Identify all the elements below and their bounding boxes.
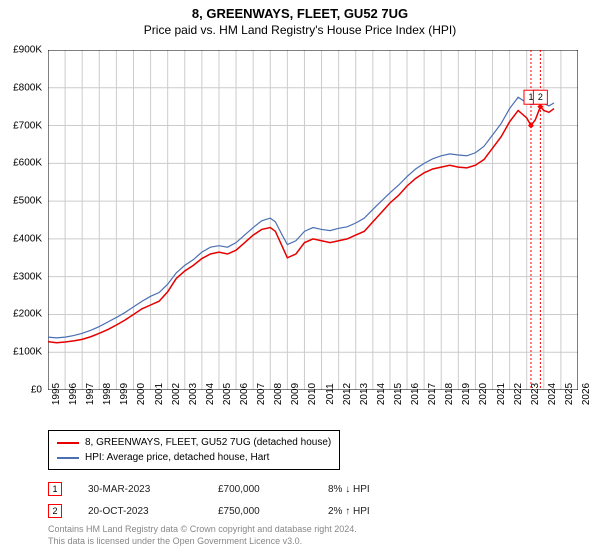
- footer: Contains HM Land Registry data © Crown c…: [48, 524, 357, 547]
- chart-title: 8, GREENWAYS, FLEET, GU52 7UG: [0, 0, 600, 21]
- legend-label: 8, GREENWAYS, FLEET, GU52 7UG (detached …: [85, 435, 331, 450]
- x-tick-label: 2020: [478, 383, 489, 405]
- x-tick-label: 2015: [393, 383, 404, 405]
- x-tick-label: 1999: [119, 383, 130, 405]
- legend-item: 8, GREENWAYS, FLEET, GU52 7UG (detached …: [57, 435, 331, 450]
- x-tick-label: 2026: [581, 383, 592, 405]
- y-tick-label: £900K: [13, 45, 42, 56]
- x-tick-label: 2014: [376, 383, 387, 405]
- legend-swatch: [57, 457, 79, 459]
- x-tick-label: 2021: [496, 383, 507, 405]
- x-tick-label: 2002: [171, 383, 182, 405]
- x-tick-label: 2012: [342, 383, 353, 405]
- x-tick-label: 2011: [325, 383, 336, 405]
- chart-area: 12 £0£100K£200K£300K£400K£500K£600K£700K…: [48, 50, 578, 390]
- y-tick-label: £200K: [13, 309, 42, 320]
- x-tick-label: 2009: [290, 383, 301, 405]
- transaction-date: 20-OCT-2023: [88, 506, 218, 517]
- transaction-date: 30-MAR-2023: [88, 484, 218, 495]
- chart-container: 8, GREENWAYS, FLEET, GU52 7UG Price paid…: [0, 0, 600, 560]
- transaction-list: 1 30-MAR-2023 £700,000 8% ↓ HPI 2 20-OCT…: [48, 478, 448, 522]
- y-tick-label: £0: [31, 385, 42, 396]
- x-tick-label: 2016: [410, 383, 421, 405]
- transaction-diff: 8% ↓ HPI: [328, 484, 448, 495]
- x-tick-label: 1998: [102, 383, 113, 405]
- transaction-price: £700,000: [218, 484, 328, 495]
- svg-text:2: 2: [538, 92, 543, 102]
- x-tick-label: 2019: [461, 383, 472, 405]
- legend: 8, GREENWAYS, FLEET, GU52 7UG (detached …: [48, 430, 340, 470]
- x-tick-label: 1996: [68, 383, 79, 405]
- transaction-price: £750,000: [218, 506, 328, 517]
- y-tick-label: £700K: [13, 120, 42, 131]
- x-tick-label: 2007: [256, 383, 267, 405]
- footer-line: Contains HM Land Registry data © Crown c…: [48, 524, 357, 536]
- transaction-diff: 2% ↑ HPI: [328, 506, 448, 517]
- x-tick-label: 2022: [513, 383, 524, 405]
- y-tick-label: £100K: [13, 347, 42, 358]
- y-tick-label: £600K: [13, 158, 42, 169]
- legend-item: HPI: Average price, detached house, Hart: [57, 450, 331, 465]
- marker-badge: 2: [48, 504, 62, 518]
- x-tick-label: 2013: [359, 383, 370, 405]
- x-tick-label: 2000: [136, 383, 147, 405]
- footer-line: This data is licensed under the Open Gov…: [48, 536, 357, 548]
- x-tick-label: 2001: [154, 383, 165, 405]
- y-tick-label: £300K: [13, 271, 42, 282]
- line-chart: 12: [48, 50, 578, 390]
- x-tick-label: 2004: [205, 383, 216, 405]
- x-tick-label: 2008: [273, 383, 284, 405]
- chart-subtitle: Price paid vs. HM Land Registry's House …: [0, 21, 600, 37]
- y-tick-label: £400K: [13, 233, 42, 244]
- x-tick-label: 1995: [51, 383, 62, 405]
- x-tick-label: 2018: [444, 383, 455, 405]
- marker-badge: 1: [48, 482, 62, 496]
- y-tick-label: £500K: [13, 196, 42, 207]
- legend-label: HPI: Average price, detached house, Hart: [85, 450, 269, 465]
- x-tick-label: 2025: [564, 383, 575, 405]
- transaction-row: 2 20-OCT-2023 £750,000 2% ↑ HPI: [48, 500, 448, 522]
- x-tick-label: 2023: [530, 383, 541, 405]
- x-tick-label: 2024: [547, 383, 558, 405]
- y-tick-label: £800K: [13, 82, 42, 93]
- transaction-row: 1 30-MAR-2023 £700,000 8% ↓ HPI: [48, 478, 448, 500]
- x-tick-label: 2005: [222, 383, 233, 405]
- x-tick-label: 1997: [85, 383, 96, 405]
- svg-text:1: 1: [528, 92, 533, 102]
- x-tick-label: 2017: [427, 383, 438, 405]
- x-tick-label: 2003: [188, 383, 199, 405]
- x-tick-label: 2010: [307, 383, 318, 405]
- legend-swatch: [57, 442, 79, 444]
- x-tick-label: 2006: [239, 383, 250, 405]
